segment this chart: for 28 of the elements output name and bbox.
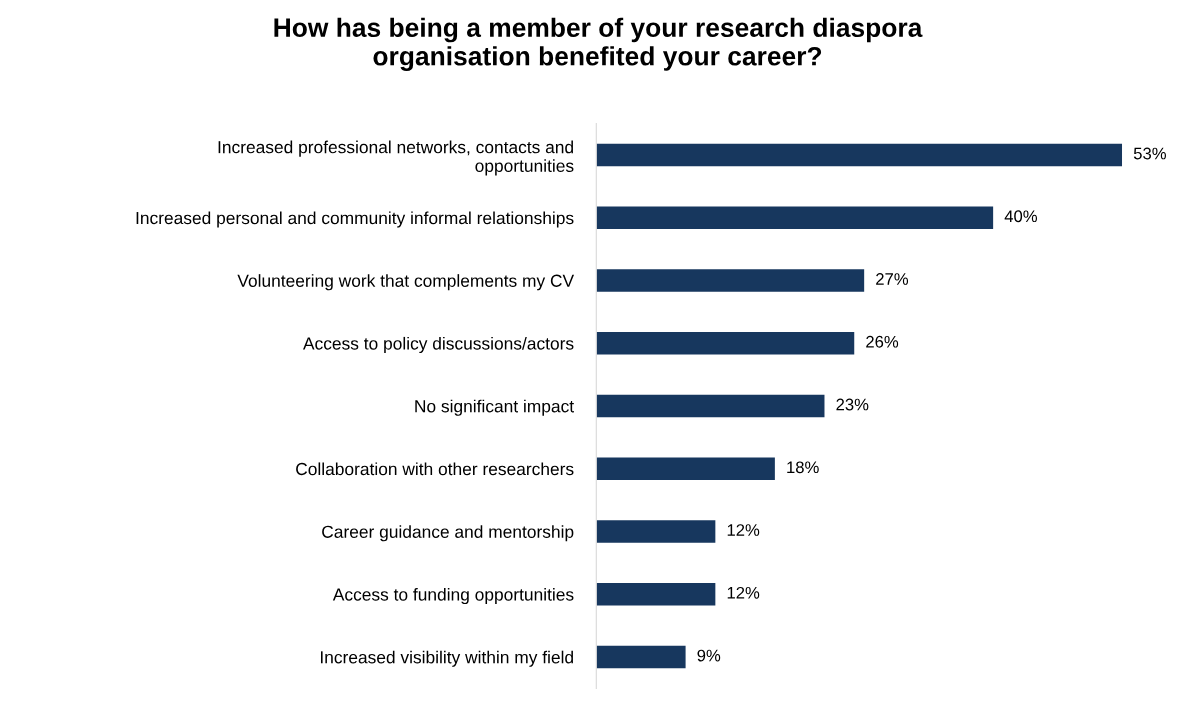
data-label: 26%: [866, 335, 899, 348]
y-tick-label: Increased personal and community informal relationships: [136, 211, 574, 228]
bar: [596, 582, 716, 606]
data-label: 9%: [697, 649, 721, 662]
y-tick-label: Volunteering work that complements my CV: [237, 274, 575, 291]
data-label: 40%: [1004, 210, 1038, 223]
bar: [596, 645, 686, 669]
bar: [596, 269, 865, 292]
bar: [596, 143, 1123, 167]
y-tick-label: Access to policy discussions/actors: [303, 336, 574, 354]
chart-title: How has being a member of your research diaspora organisation benefited your career?: [274, 17, 923, 71]
y-tick-label: Career guidance and mentorship: [322, 525, 574, 542]
data-label: 18%: [787, 461, 819, 474]
data-label: 27%: [876, 273, 909, 285]
bar: [596, 331, 855, 355]
data-label: 53%: [1133, 147, 1166, 160]
y-tick-label: Access to funding opportunities: [332, 587, 574, 605]
y-tick-label: No significant impact: [415, 399, 574, 416]
y-tick-label: Increased visibility within my field: [320, 650, 573, 667]
bar: [596, 520, 716, 543]
y-tick-label: Increased professional networks, contacts and opportunities: [218, 140, 574, 176]
bar: [596, 457, 775, 480]
data-label: 23%: [836, 398, 869, 411]
data-label: 12%: [727, 586, 760, 599]
bar: [596, 394, 825, 418]
data-label: 12%: [727, 524, 760, 536]
bar: [596, 206, 994, 229]
y-tick-label: Collaboration with other researchers: [296, 462, 574, 476]
